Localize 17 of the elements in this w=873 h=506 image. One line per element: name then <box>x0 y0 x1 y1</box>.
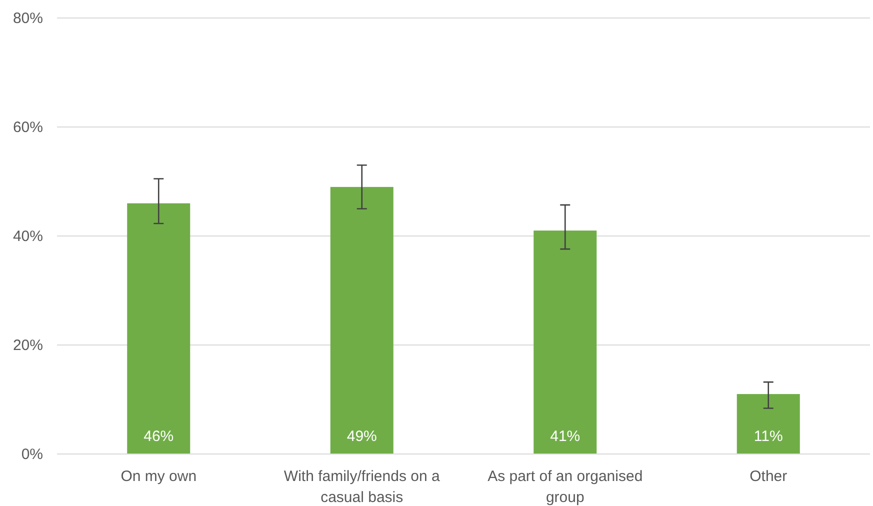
x-tick-label: Other <box>750 468 788 485</box>
y-tick-label: 40% <box>12 228 43 245</box>
bar <box>330 186 394 454</box>
x-tick-label: On my own <box>120 468 197 485</box>
bar <box>127 203 190 454</box>
data-label: 49% <box>346 428 377 445</box>
y-tick-label: 80% <box>12 10 43 27</box>
y-tick-label: 20% <box>12 336 43 354</box>
y-tick-label: 60% <box>12 118 43 136</box>
bar <box>534 230 597 454</box>
data-label: 11% <box>754 428 783 445</box>
data-label: 41% <box>550 428 580 445</box>
y-tick-label: 0% <box>21 446 43 463</box>
data-label: 46% <box>144 428 174 445</box>
x-tick-label: With family/friends on a casual basis <box>284 468 440 506</box>
bar <box>736 394 800 454</box>
x-tick-label: As part of an organised group <box>488 468 643 506</box>
